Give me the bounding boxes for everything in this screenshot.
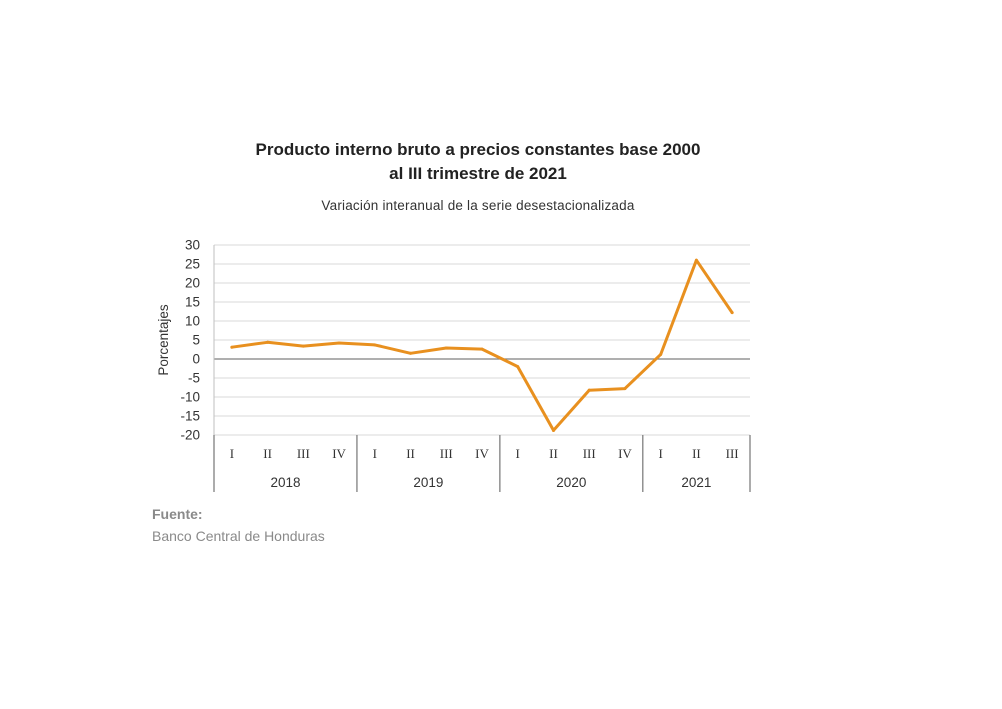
quarter-label: I — [516, 446, 520, 461]
chart-title: Producto interno bruto a precios constan… — [0, 138, 956, 186]
data-point — [230, 345, 234, 349]
source-label: Fuente: — [152, 506, 203, 522]
quarter-label: II — [692, 446, 701, 461]
quarter-label: I — [658, 446, 662, 461]
quarter-label: I — [373, 446, 377, 461]
data-point — [337, 341, 341, 345]
quarter-label: IV — [332, 446, 346, 461]
quarter-label: II — [549, 446, 558, 461]
y-tick-label: -10 — [180, 390, 200, 405]
data-point — [551, 428, 555, 432]
quarter-label: II — [406, 446, 415, 461]
year-label: 2018 — [270, 475, 300, 490]
data-point — [587, 388, 591, 392]
chart-title-line-1: Producto interno bruto a precios constan… — [255, 140, 701, 159]
source-value: Banco Central de Honduras — [152, 528, 325, 544]
data-point — [694, 258, 698, 262]
y-tick-label: 25 — [185, 257, 200, 272]
quarter-label: III — [297, 446, 310, 461]
y-tick-label: -20 — [180, 428, 200, 443]
data-point — [301, 344, 305, 348]
year-label: 2020 — [556, 475, 586, 490]
data-point — [373, 343, 377, 347]
chart-title-line-2: al III trimestre de 2021 — [389, 164, 567, 183]
y-tick-label: -15 — [180, 409, 200, 424]
data-point — [730, 311, 734, 315]
quarter-label: III — [583, 446, 596, 461]
y-tick-label: 15 — [185, 295, 200, 310]
data-point — [516, 365, 520, 369]
y-tick-label: 5 — [192, 333, 200, 348]
y-tick-label: 0 — [192, 352, 200, 367]
y-tick-label: 10 — [185, 314, 200, 329]
data-point — [409, 351, 413, 355]
data-point — [266, 340, 270, 344]
quarter-label: IV — [475, 446, 489, 461]
quarter-label: II — [263, 446, 272, 461]
year-label: 2021 — [681, 475, 711, 490]
quarter-label: IV — [618, 446, 632, 461]
y-axis-label: Porcentajes — [156, 304, 171, 376]
y-tick-label: -5 — [188, 371, 200, 386]
data-point — [659, 352, 663, 356]
data-point — [444, 346, 448, 350]
quarter-label: I — [230, 446, 234, 461]
quarter-label: III — [726, 446, 739, 461]
data-point — [480, 347, 484, 351]
quarter-label: III — [440, 446, 453, 461]
year-label: 2019 — [413, 475, 443, 490]
data-point — [623, 387, 627, 391]
y-tick-label: 20 — [185, 276, 200, 291]
chart-subtitle: Variación interanual de la serie desesta… — [321, 198, 635, 213]
y-tick-label: 30 — [185, 238, 200, 253]
series-line — [230, 258, 734, 432]
